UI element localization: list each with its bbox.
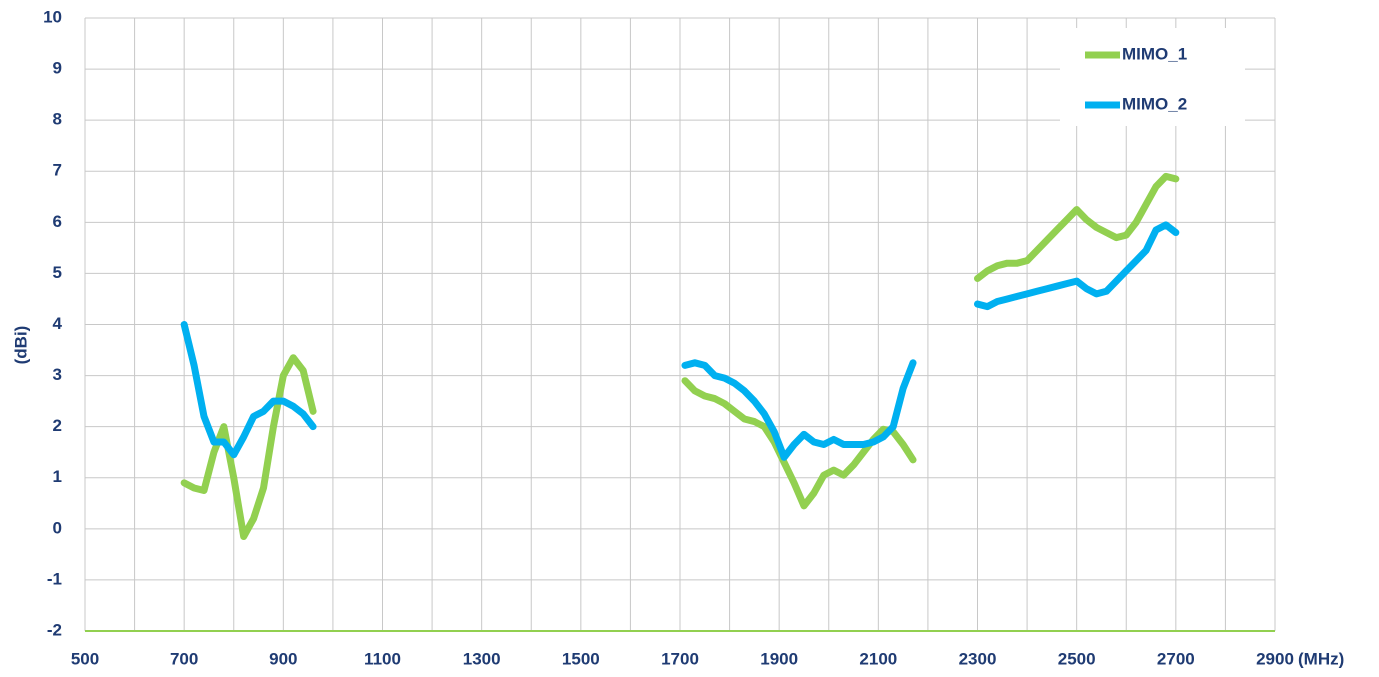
x-tick-label: 2500 xyxy=(1058,649,1096,668)
y-tick-label: 5 xyxy=(53,263,62,282)
y-axis-label: (dBi) xyxy=(11,326,30,365)
x-axis-label: (MHz) xyxy=(1298,649,1344,668)
x-tick-label: 2700 xyxy=(1157,649,1195,668)
legend-label: MIMO_1 xyxy=(1122,44,1187,63)
x-tick-label: 1900 xyxy=(760,649,798,668)
y-tick-label: 3 xyxy=(53,365,62,384)
y-tick-label: 4 xyxy=(53,314,63,333)
y-tick-label: 9 xyxy=(53,59,62,78)
x-tick-label: 900 xyxy=(269,649,297,668)
x-tick-label: 2300 xyxy=(959,649,997,668)
y-tick-label: -1 xyxy=(47,569,62,588)
y-tick-label: 6 xyxy=(53,212,62,231)
x-tick-label: 2900 xyxy=(1256,649,1294,668)
x-tick-label: 700 xyxy=(170,649,198,668)
y-tick-label: -2 xyxy=(47,620,62,639)
y-tick-label: 2 xyxy=(53,416,62,435)
y-tick-label: 1 xyxy=(53,467,62,486)
x-tick-label: 1100 xyxy=(364,649,401,668)
x-tick-label: 1500 xyxy=(562,649,600,668)
series-line xyxy=(180,221,1180,461)
y-tick-label: 8 xyxy=(53,110,62,129)
x-tick-label: 500 xyxy=(71,649,99,668)
x-tick-label: 1300 xyxy=(463,649,501,668)
x-tick-label: 2100 xyxy=(859,649,897,668)
legend-label: MIMO_2 xyxy=(1122,94,1187,113)
y-tick-label: 0 xyxy=(53,518,62,537)
legend-box xyxy=(1060,28,1245,126)
y-tick-label: 7 xyxy=(53,161,62,180)
y-tick-label: 10 xyxy=(43,7,62,26)
x-tick-label: 1700 xyxy=(661,649,699,668)
